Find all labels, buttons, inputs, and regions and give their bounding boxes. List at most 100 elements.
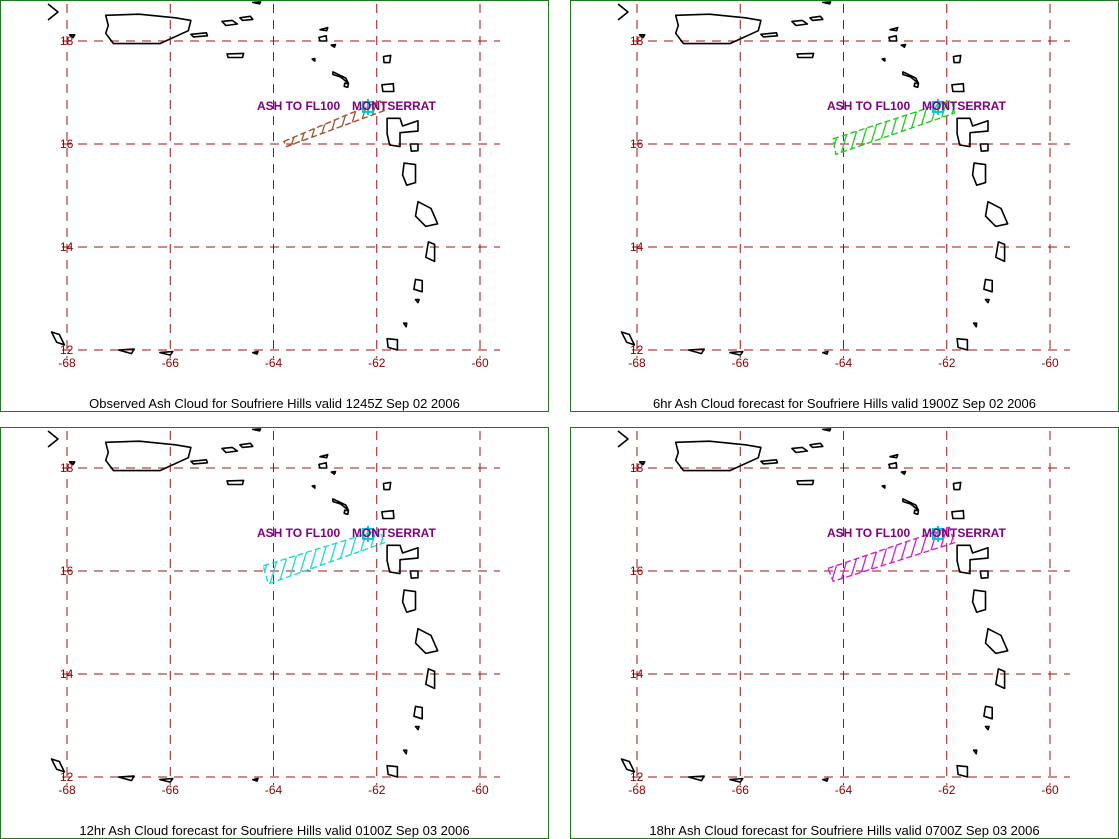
island-coastline-dominica [401, 162, 417, 186]
island-coastline-martinique [414, 200, 439, 228]
island-coastline-aves-bank-2 [159, 350, 174, 356]
island-coastline-dominica [401, 589, 417, 613]
island-coastline-bequia [414, 725, 420, 731]
latitude-tick-label: 12 [60, 770, 74, 784]
island-coastline-tortola [239, 442, 254, 449]
island-coastline-st-vincent [983, 278, 993, 293]
island-coastline-dominica [971, 162, 987, 186]
island-coastline-grenada [956, 764, 969, 778]
island-coastline-marie-galante [979, 143, 989, 152]
island-coastline-st-croix [796, 479, 815, 486]
latitude-tick-label: 14 [630, 667, 644, 681]
longitude-tick-label: -68 [628, 356, 646, 370]
island-coastline-antigua [951, 509, 965, 520]
island-coastline-vieques [760, 31, 779, 38]
island-coastline-st-barth [900, 43, 907, 48]
island-coastline-anguilla [319, 453, 329, 459]
island-coastline-st-martin [318, 462, 328, 469]
island-coastline-nevis [913, 509, 920, 516]
latitude-tick-label: 18 [60, 461, 74, 475]
island-coastline-guadeloupe [386, 544, 419, 575]
island-coastline-aves-bank-3 [822, 350, 829, 355]
island-coastline-marie-galante [409, 570, 419, 579]
coast-fragment [47, 430, 59, 448]
island-coastline-martinique [984, 200, 1009, 228]
longitude-tick-label: -66 [732, 356, 750, 370]
island-coastline-carriacou [972, 749, 978, 755]
island-coastline-bequia [984, 298, 990, 304]
coast-fragment [47, 3, 59, 21]
coast-fragment [617, 430, 629, 448]
island-coastline-tortola [809, 442, 824, 449]
island-coastline-antigua [381, 82, 395, 93]
island-coastline-marie-galante [409, 143, 419, 152]
island-coastline-barbuda [382, 481, 392, 491]
island-coastline-anegada [252, 1, 262, 5]
longitude-tick-label: -62 [368, 783, 386, 797]
island-coastline-anguilla [889, 26, 899, 32]
ash-cloud-outline [832, 99, 956, 156]
island-coastline-st-vincent [413, 278, 423, 293]
layer-label: ASH TO FL100 [257, 99, 340, 113]
layer-label: ASH TO FL100 [827, 526, 910, 540]
latitude-tick-label: 18 [630, 461, 644, 475]
map-panel: ASH TO FL100 MONTSERRAT 18 16 14 12-68 -66 -64 -… [570, 0, 1119, 412]
longitude-tick-label: -60 [471, 356, 489, 370]
longitude-tick-label: -66 [162, 783, 180, 797]
longitude-tick-label: -60 [471, 783, 489, 797]
island-coastline-st-lucia [425, 668, 436, 690]
longitude-tick-label: -60 [1041, 356, 1059, 370]
island-coastline-aves-bank-2 [729, 777, 744, 783]
island-coastline-bequia [984, 725, 990, 731]
island-coastline-virgin-islands [221, 19, 239, 27]
island-coastline-bequia [414, 298, 420, 304]
island-coastline-st-martin [888, 35, 898, 42]
island-coastline-aruba-area [50, 758, 66, 773]
island-coastline-st-croix [226, 52, 245, 59]
coast-fragment [617, 3, 629, 21]
island-coastline-st-kitts [332, 498, 350, 511]
longitude-tick-label: -62 [368, 356, 386, 370]
island-coastline-st-martin [318, 35, 328, 42]
island-coastline-marie-galante [979, 570, 989, 579]
island-coastline-aves-bank-2 [729, 350, 744, 356]
longitude-tick-label: -62 [938, 783, 956, 797]
island-coastline-guadeloupe [956, 544, 989, 575]
island-coastline-antigua [951, 82, 965, 93]
latitude-tick-label: 14 [60, 667, 74, 681]
latitude-tick-label: 16 [60, 564, 74, 578]
island-coastline-aves-bank-1 [117, 775, 135, 782]
island-coastline-aves-bank-3 [252, 777, 259, 782]
island-coastline-guadeloupe [386, 117, 419, 148]
island-coastline-virgin-islands [791, 446, 809, 454]
latitude-tick-label: 18 [630, 34, 644, 48]
island-coastline-anegada [252, 428, 262, 432]
island-coastline-virgin-islands [791, 19, 809, 27]
ash-cloud-outline [262, 528, 386, 585]
island-coastline-puerto-rico [674, 440, 762, 472]
latitude-tick-label: 16 [630, 137, 644, 151]
longitude-tick-label: -66 [732, 783, 750, 797]
island-coastline-st-kitts [332, 71, 350, 84]
island-coastline-aves-bank-1 [117, 348, 135, 355]
island-coastline-mona [68, 34, 76, 39]
latitude-tick-label: 12 [60, 343, 74, 357]
island-coastline-st-kitts [902, 71, 920, 84]
island-coastline-st-croix [226, 479, 245, 486]
island-coastline-vieques [190, 31, 209, 38]
panel-border [0, 427, 549, 839]
island-coastline-grenada [386, 337, 399, 351]
island-coastline-puerto-rico [104, 440, 192, 472]
island-coastline-aves-bank-2 [159, 777, 174, 783]
longitude-tick-label: -64 [265, 783, 283, 797]
island-coastline-saba [311, 57, 316, 62]
island-coastline-anguilla [319, 26, 329, 32]
island-coastline-tortola [809, 15, 824, 22]
panel-caption: 18hr Ash Cloud forecast for Soufriere Hi… [649, 823, 1039, 838]
panel-border [570, 427, 1119, 839]
map-panel: ASH TO FL100 MONTSERRAT 18 16 14 12-68 -66 -64 -… [0, 427, 549, 839]
longitude-tick-label: -60 [1041, 783, 1059, 797]
island-coastline-anegada [822, 428, 832, 432]
island-coastline-anguilla [889, 453, 899, 459]
island-coastline-aruba-area [620, 331, 636, 346]
